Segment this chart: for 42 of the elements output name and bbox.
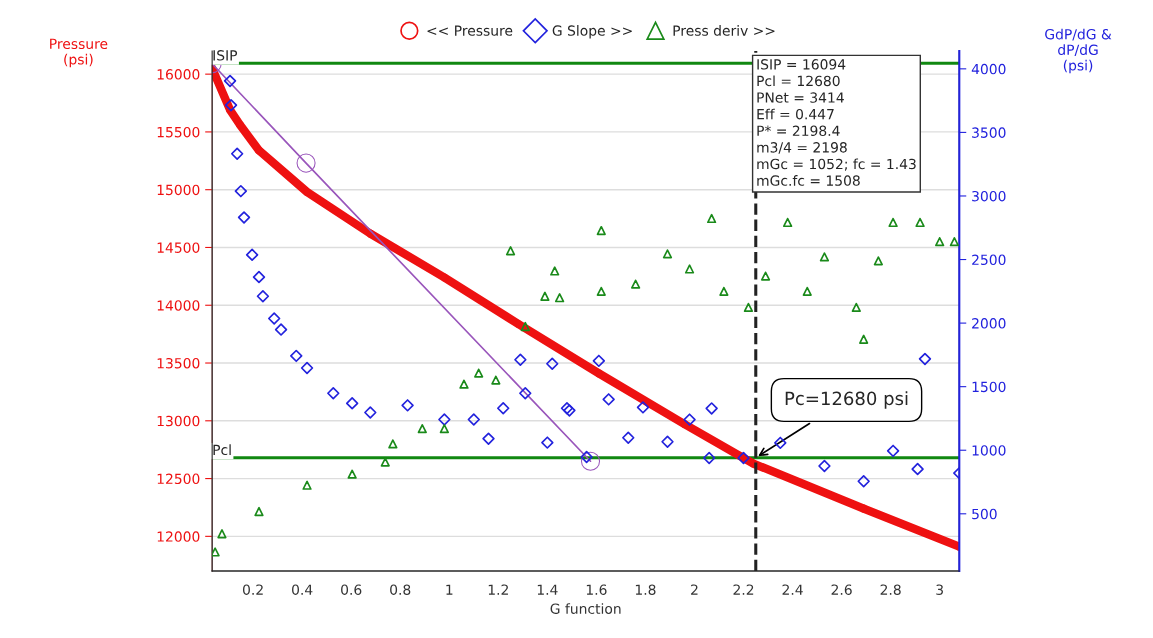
x-tick-label: 0.4: [292, 584, 313, 595]
x-tick-label: 3: [936, 584, 943, 595]
x-tick-label: 2.6: [831, 584, 852, 595]
y-tick-label: 14500: [157, 242, 200, 253]
y2-tick-label: 500: [972, 508, 997, 520]
ref-line-label: Pcl: [213, 444, 231, 456]
x-tick-label: 1.4: [537, 584, 558, 595]
y-tick-label: 13500: [157, 357, 200, 369]
x-tick-label: 1: [446, 584, 453, 595]
x-tick-label: 2.2: [733, 584, 754, 595]
x-tick-label: 1.2: [488, 584, 508, 595]
x-tick-label: 2: [691, 584, 698, 595]
x-axis-title: G function: [550, 603, 621, 614]
x-tick-label: 0.6: [341, 584, 362, 595]
x-tick-label: 1.8: [635, 584, 656, 595]
x-tick-label: 0.8: [390, 584, 411, 595]
y2-tick-label: 3000: [972, 190, 1006, 202]
x-tick-label: 2.4: [782, 584, 803, 595]
y-axis-title: Pressure (psi): [50, 38, 108, 68]
legend-label: Press deriv >>: [673, 25, 775, 36]
y-tick-label: 12000: [157, 531, 200, 542]
x-tick-label: 0.2: [242, 584, 263, 595]
legend-label: G Slope >>: [552, 25, 632, 39]
x-tick-label: 1.6: [586, 584, 607, 595]
x-tick-label: 2.8: [880, 584, 901, 595]
y2-tick-label: 1500: [972, 381, 1006, 393]
legend-label: << Pressure: [427, 25, 513, 36]
y2-tick-label: 3500: [972, 127, 1006, 138]
y-tick-label: 15500: [157, 126, 200, 138]
y2-tick-label: 2000: [972, 318, 1006, 329]
y-tick-label: 14000: [157, 300, 200, 311]
y2-axis-title: GdP/dG & dP/dG (psi): [1045, 28, 1112, 74]
y-tick-label: 16000: [157, 69, 200, 80]
y2-tick-label: 4000: [971, 63, 1006, 75]
y-tick-label: 15000: [157, 184, 200, 196]
annotation: ISIP = 16094 Pcl = 12680 PNet = 3414 Eff = 0.447 P* = 2198.4 m3/4 = 2198 mGc = 1052; fc = 1.43 mGc.fc = 1508: [757, 59, 916, 186]
y-tick-label: 12500: [157, 473, 200, 485]
y2-tick-label: 1000: [972, 445, 1006, 456]
y2-tick-label: 2500: [972, 254, 1006, 266]
annotation: Pc=12680 psi: [785, 391, 908, 409]
y-tick-label: 13000: [157, 415, 200, 427]
ref-line-label: ISIP: [213, 50, 238, 61]
